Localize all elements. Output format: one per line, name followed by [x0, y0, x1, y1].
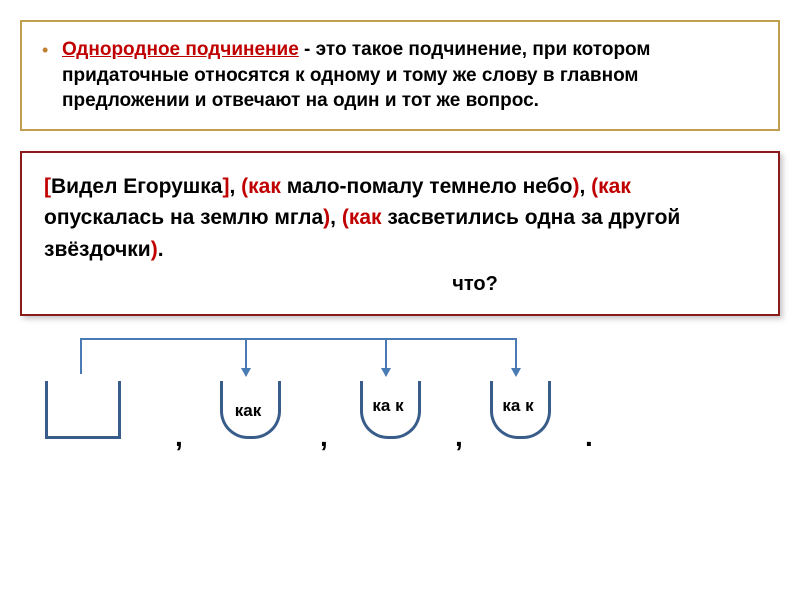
- arrow-segment: [80, 338, 82, 374]
- arrow-segment: [515, 338, 517, 370]
- diagram-comma: ,: [455, 421, 463, 453]
- definition-term: Однородное подчинение: [62, 39, 299, 60]
- sentence-fragment: мало-помалу темнело небо: [281, 175, 573, 198]
- definition-box: • Однородное подчинение - это такое подч…: [20, 20, 780, 131]
- sentence-fragment: ]: [223, 175, 230, 198]
- definition-text: Однородное подчинение - это такое подчин…: [62, 37, 758, 114]
- sentence-fragment: как: [248, 175, 281, 198]
- sentence-fragment: .: [158, 238, 164, 261]
- diagram: как ка к ка к,,,.: [30, 326, 750, 456]
- bullet-icon: •: [42, 40, 48, 61]
- sentence-fragment: как: [598, 175, 631, 198]
- arrow-segment: [385, 338, 387, 370]
- sentence-fragment: (: [342, 206, 349, 229]
- main-clause-bracket: [45, 381, 121, 439]
- diagram-period: .: [585, 421, 593, 453]
- diagram-comma: ,: [320, 421, 328, 453]
- paren-label: как: [228, 401, 268, 421]
- sentence-fragment: опускалась на землю мгла: [44, 206, 323, 229]
- paren-label: ка к: [498, 396, 538, 416]
- sentence-fragment: ,: [230, 175, 242, 198]
- diagram-comma: ,: [175, 421, 183, 453]
- arrow-head-icon: [381, 368, 391, 377]
- sentence-fragment: ,: [579, 175, 591, 198]
- sentence-fragment: ,: [330, 206, 342, 229]
- arrow-head-icon: [241, 368, 251, 377]
- sentence-fragment: ): [151, 238, 158, 261]
- arrow-segment: [245, 338, 247, 370]
- paren-label: ка к: [368, 396, 408, 416]
- arrow-head-icon: [511, 368, 521, 377]
- example-question: что?: [44, 273, 756, 296]
- sentence-fragment: Видел Егорушка: [51, 175, 223, 198]
- example-box: [Видел Егорушка], (как мало-помалу темне…: [20, 151, 780, 317]
- sentence-fragment: как: [349, 206, 382, 229]
- example-sentence: [Видел Егорушка], (как мало-помалу темне…: [44, 171, 756, 266]
- arrow-segment: [80, 338, 517, 340]
- sentence-fragment: [: [44, 175, 51, 198]
